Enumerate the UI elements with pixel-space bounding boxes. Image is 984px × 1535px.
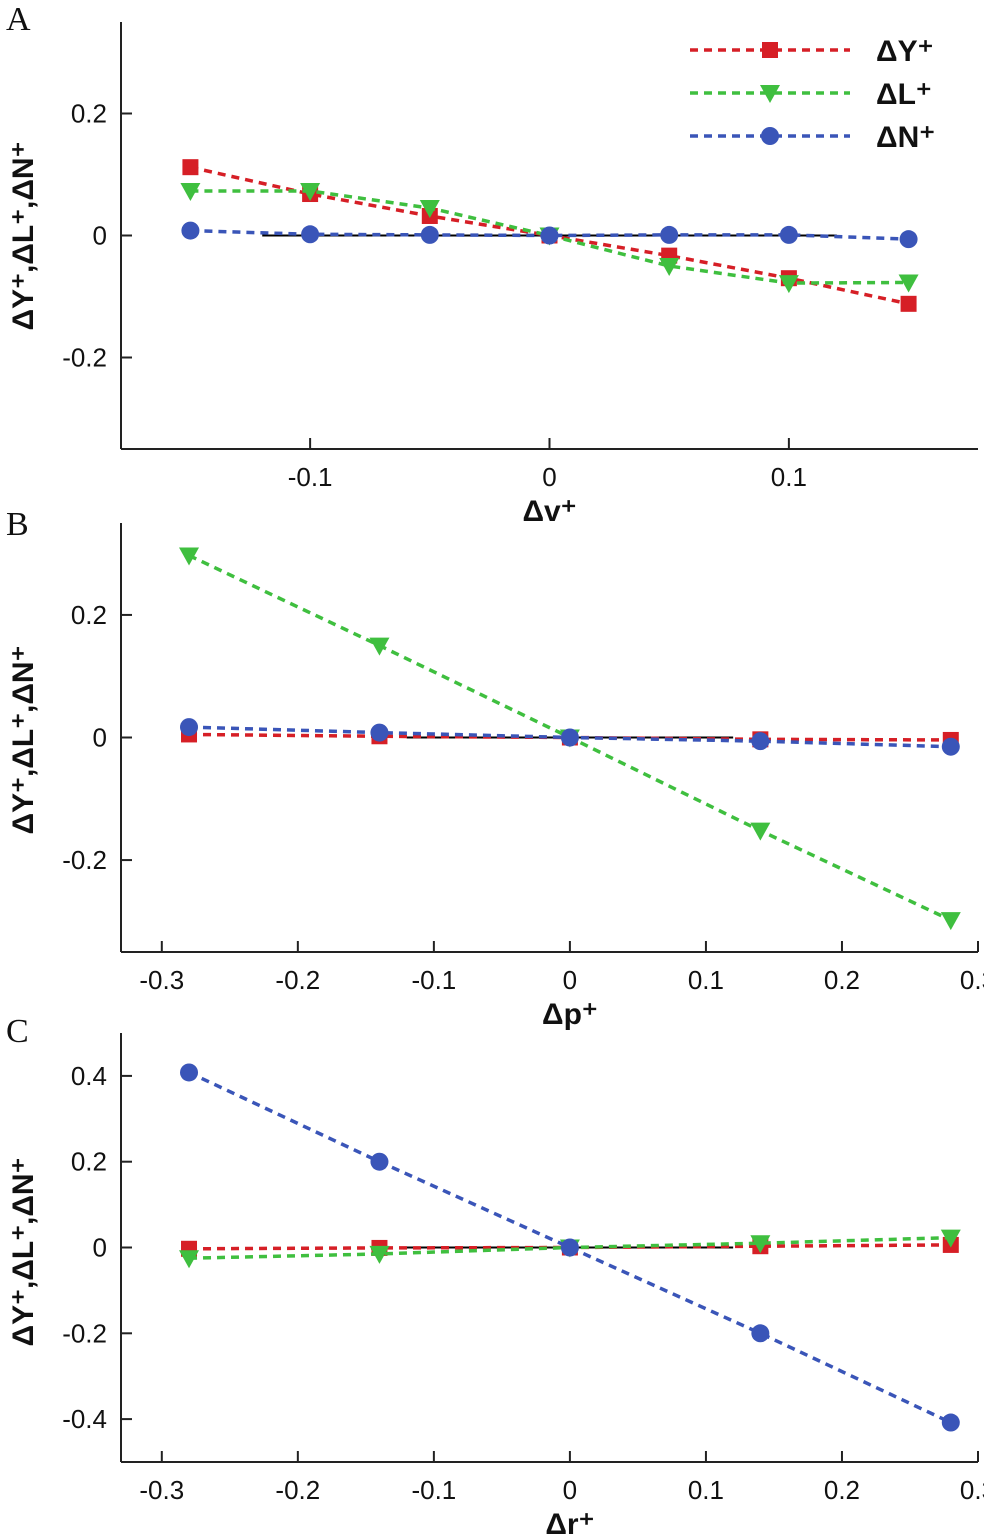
x-tick-label: 0	[563, 1475, 577, 1505]
data-point-dN	[540, 226, 559, 245]
data-point-dN	[560, 1238, 579, 1257]
y-tick-label: -0.4	[62, 1404, 107, 1434]
x-axis-title: Δr⁺	[545, 1508, 594, 1535]
legend-label-dN: ΔN⁺	[876, 121, 935, 154]
x-tick-label: 0.3	[960, 1475, 984, 1505]
panel-c: C -0.3 -0.2 -0.1 0 0.1 0.2 0.3 -0.4 -0.2 0 0.2 0.4 Δ…	[6, 1013, 984, 1535]
data-point-dN	[301, 225, 320, 244]
x-tick-label: 0.1	[771, 462, 807, 492]
panel-label-c: C	[6, 1013, 29, 1050]
data-point-dL	[179, 547, 200, 566]
data-point-dL	[180, 182, 201, 201]
legend-marker-dY	[762, 42, 778, 58]
data-point-dL	[419, 200, 440, 219]
data-point-dL	[179, 1250, 200, 1269]
y-axis-title: ΔY⁺,ΔL⁺,ΔN⁺	[7, 1158, 40, 1347]
y-tick-label: -0.2	[62, 343, 107, 373]
legend-marker-dL	[760, 85, 780, 103]
data-point-dN	[180, 718, 199, 737]
data-point-dN	[941, 1413, 960, 1432]
legend: ΔY⁺ ΔL⁺ ΔN⁺	[690, 35, 935, 154]
data-point-dL	[898, 274, 919, 293]
data-point-dL	[750, 1235, 771, 1254]
x-axis-title: Δp⁺	[542, 998, 598, 1031]
data-point-dN	[180, 1063, 199, 1082]
data-point-dN	[751, 732, 770, 751]
data-point-dN	[420, 225, 439, 244]
x-tick-label: -0.2	[275, 1475, 320, 1505]
y-tick-label: -0.2	[62, 845, 107, 875]
y-axis-title: ΔY⁺,ΔL⁺,ΔN⁺	[7, 646, 40, 835]
data-point-dN	[370, 1152, 389, 1171]
x-tick-label: -0.3	[139, 965, 184, 995]
panel-label-a: A	[6, 1, 31, 38]
data-point-dL	[940, 912, 961, 931]
x-tick-label: 0	[542, 462, 556, 492]
x-tick-label: -0.3	[139, 1475, 184, 1505]
data-point-dL	[778, 275, 799, 294]
data-point-dN	[751, 1324, 770, 1343]
legend-label-dY: ΔY⁺	[876, 35, 933, 68]
data-point-dN	[560, 728, 579, 747]
y-tick-label: 0.2	[71, 1147, 107, 1177]
series-line-dN	[188, 1070, 952, 1425]
data-point-dY	[900, 295, 917, 312]
x-tick-label: -0.1	[411, 1475, 456, 1505]
data-point-dL	[369, 1245, 390, 1264]
x-tick-label: 0.2	[824, 1475, 860, 1505]
panel-a: A -0.1 0 0.1 -0.2 0 0.2 Δv⁺ ΔY⁺,ΔL⁺,ΔN⁺	[6, 1, 978, 528]
data-point-dN	[181, 221, 200, 240]
panel-label-b: B	[6, 506, 29, 543]
data-point-dL	[300, 182, 321, 201]
x-axis-title: Δv⁺	[522, 495, 576, 528]
x-tick-label: 0	[563, 965, 577, 995]
data-point-dN	[941, 737, 960, 756]
y-tick-label: 0.2	[71, 600, 107, 630]
data-point-dN	[779, 225, 798, 244]
data-point-dL	[369, 637, 390, 656]
y-tick-label: 0.4	[71, 1061, 107, 1091]
x-tick-label: 0.2	[824, 965, 860, 995]
x-tick-label: -0.1	[411, 965, 456, 995]
data-point-dL	[940, 1229, 961, 1248]
data-point-dL	[750, 822, 771, 841]
data-point-dY	[182, 159, 199, 176]
data-point-dN	[370, 723, 389, 742]
y-tick-label: 0	[93, 723, 107, 753]
x-tick-label: 0.1	[688, 1475, 724, 1505]
y-tick-label: -0.2	[62, 1318, 107, 1348]
y-tick-label: 0	[93, 1233, 107, 1263]
x-tick-label: -0.2	[275, 965, 320, 995]
legend-marker-dN	[761, 127, 779, 145]
legend-label-dL: ΔL⁺	[876, 78, 932, 111]
x-tick-label: -0.1	[288, 462, 333, 492]
panel-b: B -0.3 -0.2 -0.1 0 0.1 0.2 0.3 -0.2 0 0.2 Δp⁺ ΔY⁺,Δ…	[6, 506, 984, 1031]
y-tick-label: 0	[93, 221, 107, 251]
data-point-dN	[899, 230, 918, 249]
y-axis-title: ΔY⁺,ΔL⁺,ΔN⁺	[7, 142, 40, 331]
data-point-dL	[659, 258, 680, 276]
y-tick-label: 0.2	[71, 99, 107, 129]
x-tick-label: 0.3	[960, 965, 984, 995]
data-point-dN	[660, 225, 679, 244]
x-tick-label: 0.1	[688, 965, 724, 995]
